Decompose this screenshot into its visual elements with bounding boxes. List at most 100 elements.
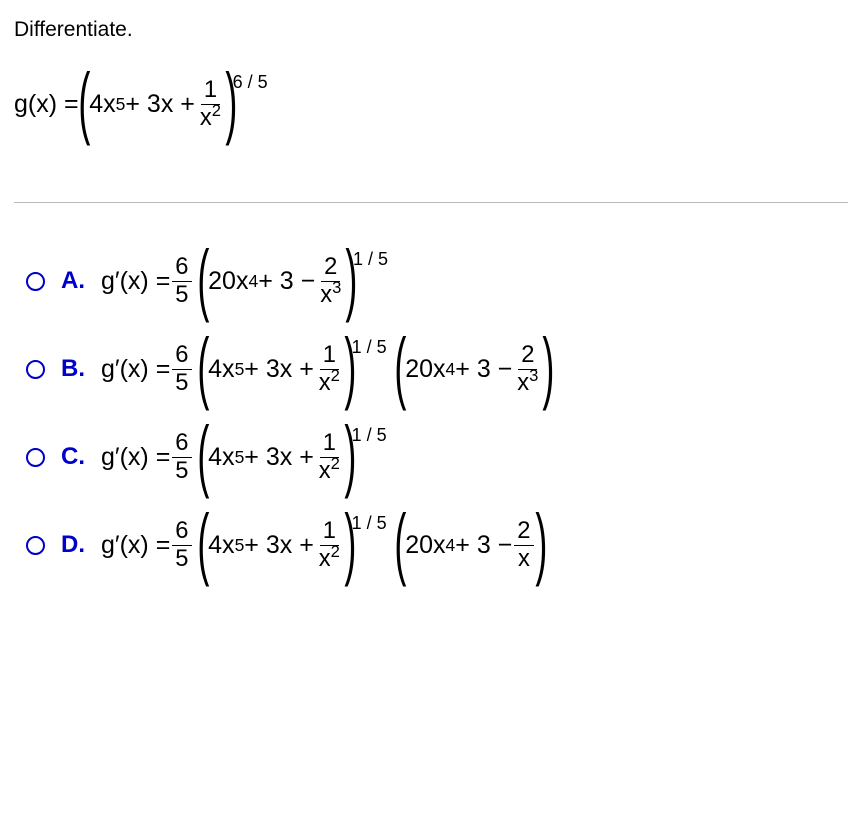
option-b[interactable]: B. g′(x) = 6 5 ( 4x5 + 3x + 1 x2 ) 1 / 5: [26, 341, 848, 397]
t3-den-base: x: [319, 545, 331, 572]
coef-frac: 6 5: [172, 518, 191, 571]
choice-lhs: g′(x) =: [101, 443, 170, 472]
t3-den-base: x: [319, 369, 331, 396]
rparen-icon: ): [344, 515, 356, 571]
t1: 4x: [208, 355, 234, 384]
coef-num: 6: [172, 518, 191, 545]
lparen-icon: (: [394, 515, 406, 571]
lparen-icon: (: [197, 427, 209, 483]
inner-term-a: 4x5: [89, 90, 125, 119]
tail-t1: 20x: [405, 531, 445, 560]
outer-exponent: 6 / 5: [233, 72, 268, 93]
tail-t2: + 3 −: [455, 355, 512, 384]
t2: + 3x +: [244, 531, 314, 560]
tail-t1: 20x: [405, 355, 445, 384]
t3-frac: 2 x3: [317, 254, 344, 307]
t1: 4x: [208, 443, 234, 472]
rparen-icon: ): [543, 339, 555, 395]
divider: [14, 202, 848, 203]
option-b-expr: g′(x) = 6 5 ( 4x5 + 3x + 1 x2 ) 1 / 5 ( …: [101, 341, 554, 397]
instruction-text: Differentiate.: [14, 18, 848, 42]
choice-lhs: g′(x) =: [101, 531, 170, 560]
t1: 4x: [208, 531, 234, 560]
lparen-icon: (: [197, 339, 209, 395]
rparen-icon: ): [225, 74, 237, 130]
radio-icon[interactable]: [26, 360, 45, 379]
outer-exp: 1 / 5: [352, 425, 387, 446]
lhs: g(x) =: [14, 90, 79, 119]
rparen-icon: ): [346, 251, 358, 307]
option-label: D.: [61, 531, 91, 559]
t3-den-base: x: [319, 457, 331, 484]
tail-t3-frac: 2 x: [514, 518, 533, 571]
t3-frac: 1 x2: [316, 430, 343, 483]
t3-den-base: x: [320, 281, 332, 308]
coef-den: 5: [172, 546, 191, 572]
den-exp: 2: [212, 101, 221, 120]
outer-exp: 1 / 5: [352, 513, 387, 534]
inner-frac: 1 x2: [197, 77, 224, 130]
option-a[interactable]: A. g′(x) = 6 5 ( 20x4 + 3 − 2 x3 ) 1 / 5: [26, 253, 848, 309]
coef-frac: 6 5: [172, 254, 191, 307]
tail-t3-den-base: x: [518, 545, 530, 572]
outer-exp: 1 / 5: [352, 337, 387, 358]
t3-den: x3: [317, 282, 344, 308]
option-c[interactable]: C. g′(x) = 6 5 ( 4x5 + 3x + 1 x2 ) 1 / 5: [26, 429, 848, 485]
tail-t2: + 3 −: [455, 531, 512, 560]
option-d-expr: g′(x) = 6 5 ( 4x5 + 3x + 1 x2 ) 1 / 5 ( …: [101, 517, 546, 573]
tail-t3-num: 2: [514, 518, 533, 545]
t3-den-exp: 2: [331, 454, 340, 473]
coef-den: 5: [172, 458, 191, 484]
radio-icon[interactable]: [26, 536, 45, 555]
frac-den: x2: [197, 105, 224, 131]
inner-term-b: + 3x +: [125, 90, 195, 119]
t2: + 3x +: [244, 355, 314, 384]
den-base: x: [200, 104, 212, 131]
option-d[interactable]: D. g′(x) = 6 5 ( 4x5 + 3x + 1 x2 ) 1 / 5: [26, 517, 848, 573]
coef-num: 6: [172, 342, 191, 369]
page: Differentiate. g(x) = ( 4x5 + 3x + 1 x2 …: [0, 0, 862, 838]
choice-lhs: g′(x) =: [101, 267, 170, 296]
coef-num: 6: [172, 254, 191, 281]
t1: 20x: [208, 267, 248, 296]
t3-den: x2: [316, 546, 343, 572]
tail-t3-den-base: x: [517, 369, 529, 396]
t3-den-exp: 2: [331, 542, 340, 561]
option-label: B.: [61, 355, 91, 383]
term-a-base: 4x: [89, 90, 115, 119]
coef-den: 5: [172, 370, 191, 396]
t3-frac: 1 x2: [316, 518, 343, 571]
option-c-expr: g′(x) = 6 5 ( 4x5 + 3x + 1 x2 ) 1 / 5: [101, 429, 387, 485]
option-label: C.: [61, 443, 91, 471]
rparen-icon: ): [344, 427, 356, 483]
t3-den-exp: 3: [332, 278, 341, 297]
t3-den-exp: 2: [331, 366, 340, 385]
t2: + 3 −: [258, 267, 315, 296]
rparen-icon: ): [535, 515, 547, 571]
t3-frac: 1 x2: [316, 342, 343, 395]
option-a-expr: g′(x) = 6 5 ( 20x4 + 3 − 2 x3 ) 1 / 5: [101, 253, 388, 309]
tail-t3-den-exp: 3: [529, 366, 538, 385]
answer-choices: A. g′(x) = 6 5 ( 20x4 + 3 − 2 x3 ) 1 / 5: [26, 253, 848, 573]
tail-t3-frac: 2 x3: [514, 342, 541, 395]
outer-exp: 1 / 5: [353, 249, 388, 270]
coef-frac: 6 5: [172, 430, 191, 483]
option-label: A.: [61, 267, 91, 295]
lparen-icon: (: [394, 339, 406, 395]
coef-den: 5: [172, 282, 191, 308]
tail-t3-den: x3: [514, 370, 541, 396]
t2: + 3x +: [244, 443, 314, 472]
lparen-icon: (: [197, 515, 209, 571]
tail-t3-den: x: [515, 546, 533, 572]
function-definition: g(x) = ( 4x5 + 3x + 1 x2 ) 6 / 5: [14, 76, 848, 132]
coef-num: 6: [172, 430, 191, 457]
radio-icon[interactable]: [26, 272, 45, 291]
rparen-icon: ): [344, 339, 356, 395]
t3-den: x2: [316, 458, 343, 484]
lparen-icon: (: [197, 251, 209, 307]
t3-den: x2: [316, 370, 343, 396]
radio-icon[interactable]: [26, 448, 45, 467]
choice-lhs: g′(x) =: [101, 355, 170, 384]
coef-frac: 6 5: [172, 342, 191, 395]
lparen-icon: (: [78, 74, 90, 130]
